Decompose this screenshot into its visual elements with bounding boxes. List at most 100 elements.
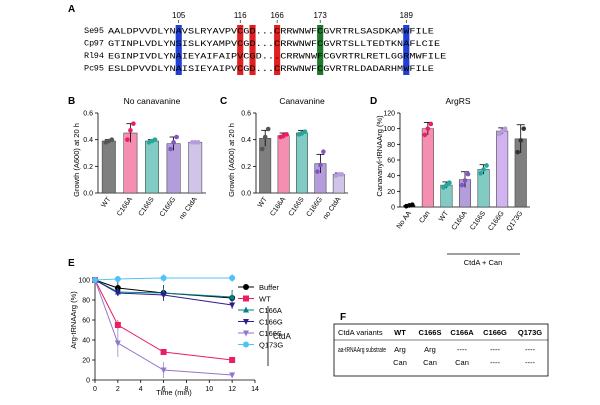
data-point [459,182,465,188]
data-point [481,167,486,172]
data-point [265,126,271,132]
residue-highlight [237,62,244,75]
legend-label: C166A [259,306,282,315]
legend-marker [243,319,249,325]
x-tick-label: Can [418,210,431,225]
residue-highlight [274,62,281,75]
data-point [447,180,452,186]
data-point [152,137,158,142]
table-cell: Arg [424,345,436,354]
x-tick-label: 14 [251,386,259,393]
residue-highlight [317,62,324,75]
table-row-label: aa-tRNAArg substrate [338,347,386,354]
table-header-cell: C166S [419,328,442,337]
panel-b-title: No canavanine [124,96,181,106]
residue-highlight [175,50,182,63]
bar [277,135,290,194]
y-tick-label: 0.4 [241,137,251,144]
residue-highlight [274,37,281,50]
residue-highlight [274,25,281,38]
table-border [333,323,549,377]
species-label: Pc [84,64,94,74]
residue-highlight [175,25,182,38]
y-tick-label: 100 [383,126,395,133]
data-point [315,169,320,174]
data-point [229,302,236,309]
series-line [94,279,233,306]
y-tick-label: 120 [383,111,395,118]
position-label: 166 [270,11,284,20]
x-tick-label: WT [438,210,450,224]
residue-highlight [175,37,182,50]
data-point [496,131,502,137]
y-tick-label: 80 [387,142,395,149]
data-point [284,132,289,137]
panel-e-ylabel: Arg-tRNAArg (%) [69,291,78,349]
bar [166,143,181,194]
residue-highlight [249,62,256,75]
data-point [339,172,345,177]
panel-b-ylabel: Growth (A600) at 20 h [72,123,81,197]
data-point [174,134,179,140]
data-point [160,367,167,374]
panel-e-label: E [68,258,75,269]
x-tick-label: WT [100,196,112,210]
data-point [262,134,268,140]
y-tick-label: 60 [387,158,395,165]
residue-highlight [403,25,410,38]
start-position: 95 [94,64,104,74]
bar [296,132,308,194]
panel-f-label: F [340,312,346,323]
residue-highlight [403,37,410,50]
bar [496,130,509,208]
panel-c-label: C [220,96,227,107]
data-point [128,128,133,133]
data-point [502,126,508,131]
legend-marker [243,295,249,302]
data-point [259,146,265,152]
panel-e-xlabel: Time (min) [156,388,192,397]
residue-highlight [317,25,324,38]
y-tick-label: 0.6 [83,111,93,118]
position-label: 105 [172,11,186,20]
y-tick-label: 0.0 [83,191,93,198]
residue-highlight [237,37,244,50]
data-point [160,275,167,281]
y-tick-label: 0 [86,378,90,385]
legend-marker [243,330,249,337]
panel-c-ylabel: Growth (A600) at 20 h [227,123,236,197]
legend-label: C166G [259,317,283,326]
panel-d-title: ArgRS [445,96,470,106]
data-point [465,171,471,177]
data-point [125,137,130,142]
y-tick-label: 0.4 [83,137,93,144]
sequence-text: AALDPVVDLYNAVSLRYAVPVCGD...CRRWNWFCGVRTR… [108,27,434,37]
panel-b-chart: 0.0 0.2 0.4 0.6 WT C166A C166S C166G no CtdA [83,111,206,221]
table-cell: Can [423,358,437,367]
panel-c-title: Canavanine [279,96,325,106]
residue-highlight [237,50,244,63]
panel-d-chart: 0 20 40 60 80 100 120 No AA Can WT C166A C166S C166G… [383,111,530,233]
x-tick-label: 2 [116,386,120,393]
species-label: Se [84,26,94,36]
panel-e-bracket-label: CtdA [273,332,291,341]
position-label: 116 [234,11,247,20]
y-tick-label: 80 [82,298,90,305]
data-point [195,140,201,145]
data-point [321,149,326,154]
x-tick-label: no CtdA [322,196,342,221]
x-tick-label: 4 [139,386,143,393]
data-point [114,322,121,328]
legend-label: Q173G [259,340,283,349]
residue-highlight [249,25,256,38]
panel-d-label: D [370,96,377,107]
bar [188,142,203,194]
data-point [428,121,434,127]
panel-a-label: A [68,4,75,15]
data-point [160,349,167,355]
residue-highlight [317,37,324,50]
residue-highlight [175,62,182,75]
x-tick-label: C166S [469,210,487,232]
y-tick-label: 0.2 [83,164,93,171]
